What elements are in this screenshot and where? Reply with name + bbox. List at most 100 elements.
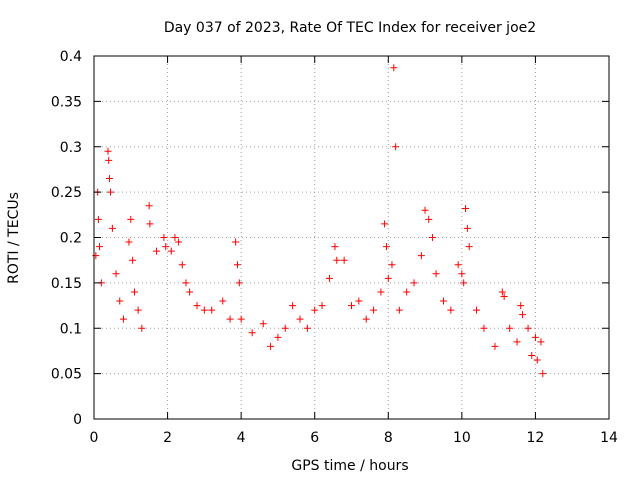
data-point (432, 270, 440, 278)
data-point (303, 324, 311, 332)
data-point (248, 329, 256, 337)
data-point (259, 320, 267, 328)
x-tick-label: 12 (527, 430, 545, 446)
data-point (491, 342, 499, 350)
data-point (462, 204, 470, 212)
data-point (463, 224, 471, 232)
data-point (193, 302, 201, 310)
data-point (318, 302, 326, 310)
y-tick-label: 0.4 (60, 49, 82, 65)
data-point (439, 297, 447, 305)
data-point (311, 306, 319, 314)
data-point (381, 220, 389, 228)
data-point (395, 306, 403, 314)
data-point (178, 261, 186, 269)
data-points (92, 64, 547, 378)
chart-title: Day 037 of 2023, Rate Of TEC Index for r… (164, 20, 536, 36)
data-point (129, 256, 137, 264)
data-point (425, 215, 433, 223)
data-point (94, 215, 102, 223)
x-tick-label: 10 (453, 430, 471, 446)
data-point (105, 175, 113, 183)
data-point (175, 238, 183, 246)
data-point (130, 288, 138, 296)
data-point (454, 261, 462, 269)
data-point (500, 292, 508, 300)
data-point (333, 256, 341, 264)
data-point (465, 243, 473, 251)
data-point (458, 270, 466, 278)
data-point (104, 147, 112, 155)
data-point (513, 338, 521, 346)
x-tick-label: 4 (237, 430, 246, 446)
data-point (340, 256, 348, 264)
data-point (125, 238, 133, 246)
data-point (235, 279, 243, 287)
data-point (355, 297, 363, 305)
y-tick-label: 0 (73, 412, 82, 428)
x-tick-label: 0 (90, 430, 99, 446)
x-tick-label: 2 (163, 430, 172, 446)
data-point (390, 64, 398, 72)
plot-frame (93, 55, 610, 420)
y-tick-label: 0.15 (51, 276, 82, 292)
data-point (105, 156, 113, 164)
data-point (134, 306, 142, 314)
data-point (296, 315, 304, 323)
x-axis-label: GPS time / hours (291, 458, 408, 474)
data-point (473, 306, 481, 314)
data-point (119, 315, 127, 323)
data-point (153, 247, 161, 255)
data-point (237, 315, 245, 323)
data-point (528, 351, 536, 359)
data-point (289, 302, 297, 310)
data-point (447, 306, 455, 314)
data-point (348, 302, 355, 310)
data-point (96, 243, 104, 251)
data-point (403, 288, 411, 296)
data-point (537, 338, 545, 346)
data-point (421, 206, 429, 214)
data-point (208, 306, 216, 314)
y-axis-ticks: 0 0.05 0.1 0.15 0.2 0.25 0.3 0.35 0.4 (51, 49, 609, 428)
y-tick-label: 0.3 (60, 140, 82, 156)
data-point (116, 297, 124, 305)
data-point (498, 288, 506, 296)
data-point (186, 288, 194, 296)
y-axis-label: ROTI / TECUs (6, 192, 22, 284)
data-point (127, 215, 135, 223)
data-point (146, 220, 154, 228)
y-tick-label: 0.05 (51, 367, 82, 383)
grid-lines (94, 56, 609, 419)
data-point (145, 202, 153, 210)
data-point (281, 324, 289, 332)
data-point (325, 274, 333, 282)
data-point (232, 238, 240, 246)
data-point (460, 279, 468, 287)
data-point (226, 315, 234, 323)
data-point (533, 356, 541, 364)
x-tick-label: 6 (310, 430, 319, 446)
data-point (167, 247, 175, 255)
data-point (171, 234, 179, 241)
data-point (162, 243, 170, 251)
x-tick-label: 14 (600, 430, 618, 446)
data-point (519, 311, 527, 319)
data-point (331, 243, 339, 251)
data-point (384, 274, 392, 282)
y-tick-label: 0.35 (51, 94, 82, 110)
data-point (138, 324, 146, 332)
data-point (480, 324, 488, 332)
y-tick-label: 0.1 (60, 321, 82, 337)
data-point (410, 279, 418, 287)
data-point (274, 333, 282, 341)
data-point (107, 188, 115, 196)
data-point (539, 370, 547, 378)
data-point (524, 324, 532, 332)
data-point (417, 252, 425, 260)
x-tick-label: 8 (384, 430, 393, 446)
data-point (370, 306, 378, 314)
data-point (160, 234, 168, 241)
data-point (517, 302, 525, 310)
